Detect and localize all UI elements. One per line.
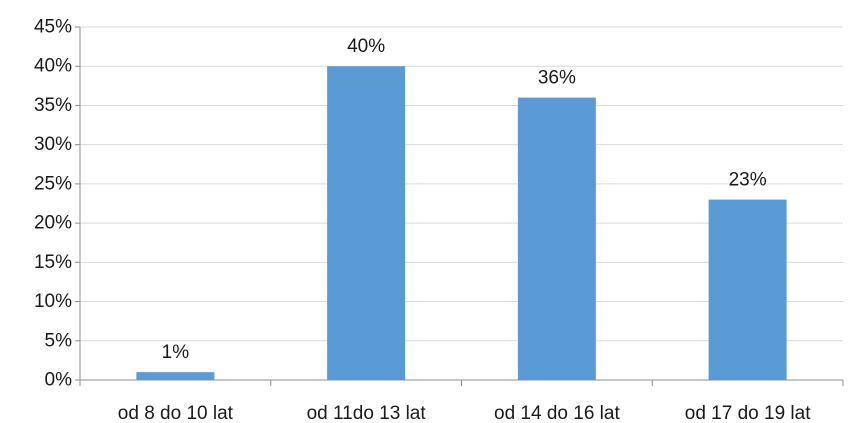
category-label: od 11do 13 lat (307, 403, 427, 423)
bar-3 (517, 97, 596, 380)
y-tick-label: 20% (34, 213, 72, 234)
y-tick-label: 25% (34, 173, 72, 194)
bar-4 (708, 199, 787, 380)
category-label: od 14 do 16 lat (494, 403, 620, 423)
data-label: 23% (729, 170, 767, 191)
bars (136, 66, 787, 380)
y-tick-label: 40% (34, 56, 72, 77)
y-tick-label: 30% (34, 134, 72, 155)
data-label: 40% (347, 36, 385, 57)
category-label: od 17 do 19 lat (685, 403, 811, 423)
bar-2 (327, 66, 406, 380)
data-label: 1% (162, 342, 190, 363)
y-tick-label: 10% (34, 291, 72, 312)
y-tick-label: 45% (34, 17, 72, 38)
y-tick-label: 5% (45, 330, 73, 351)
y-axis: 0% 5% 10% 15% 20% 25% 30% 35% 40% 45% (34, 17, 81, 391)
data-label: 36% (538, 68, 576, 89)
category-label: od 8 do 10 lat (118, 403, 234, 423)
gridlines (80, 26, 843, 342)
y-tick-label: 0% (45, 370, 73, 391)
x-axis: od 8 do 10 lat od 11do 13 lat od 14 do 16 … (79, 379, 844, 423)
data-labels: 1% 40% 36% 23% (162, 36, 767, 363)
bar-1 (136, 372, 215, 380)
y-tick-label: 15% (34, 252, 72, 273)
y-tick-label: 35% (34, 95, 72, 116)
